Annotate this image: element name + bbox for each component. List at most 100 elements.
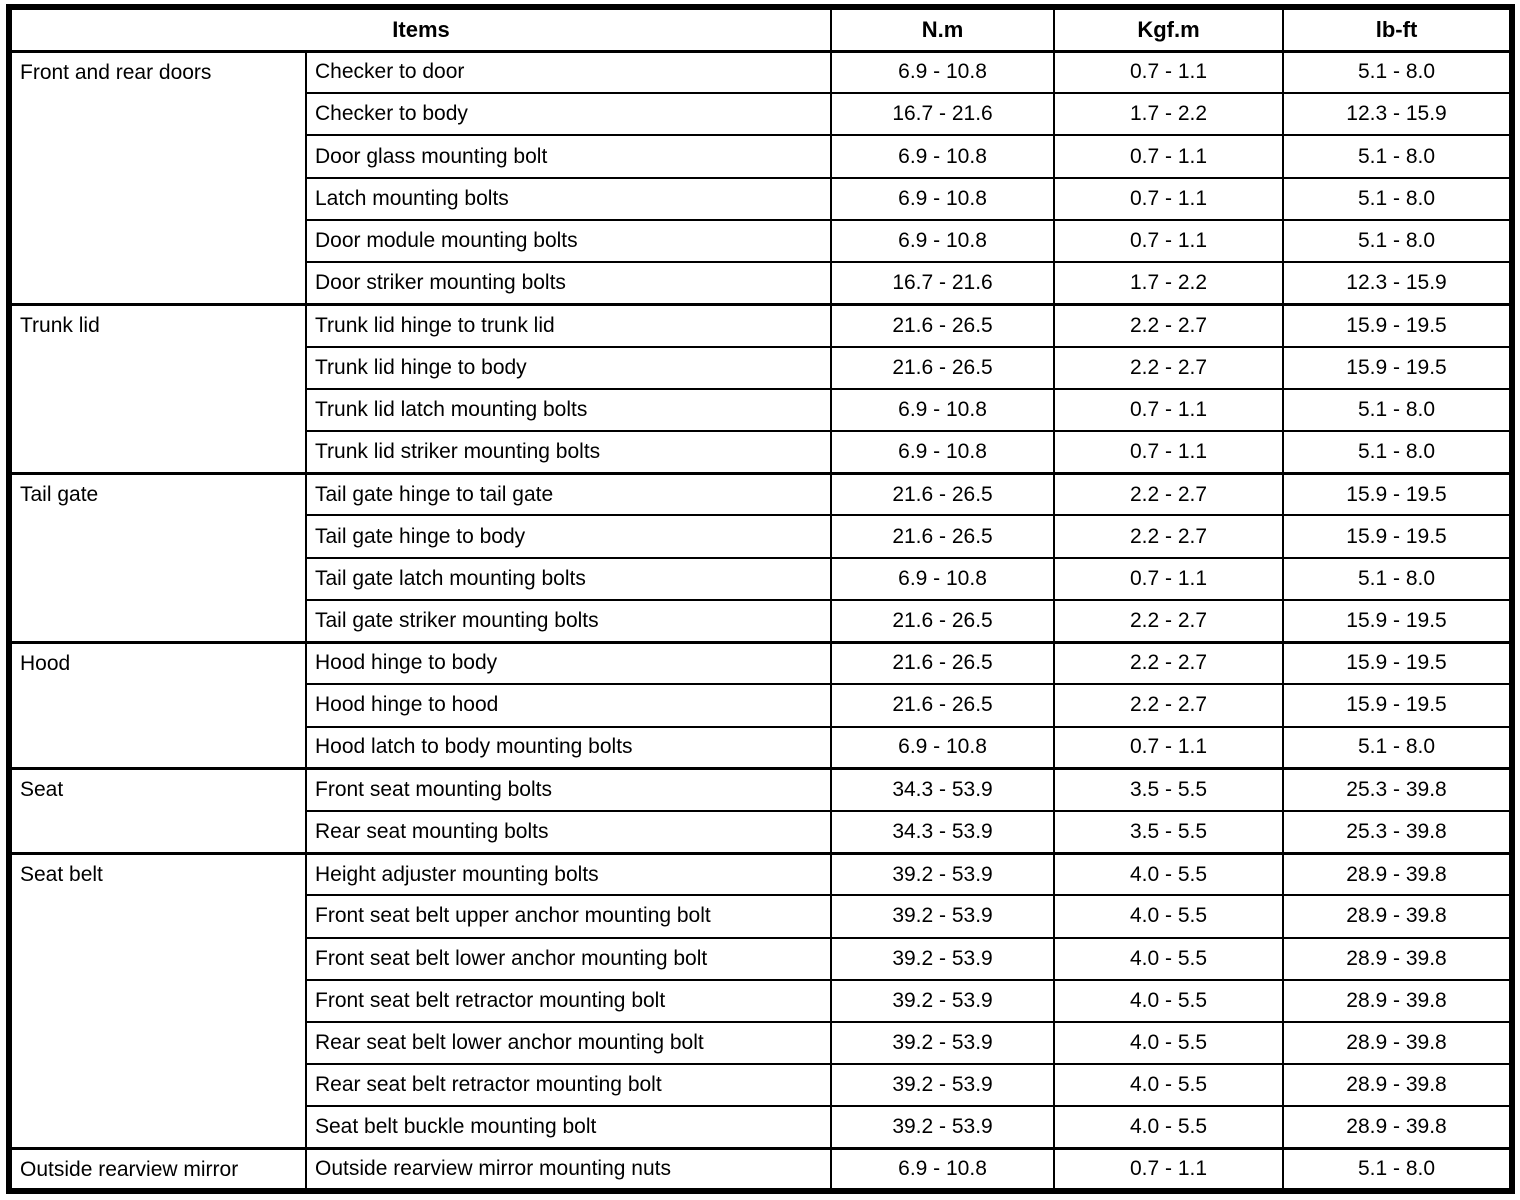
nm-value-cell: 6.9 - 10.8 [830,134,1056,179]
nm-value-cell: 16.7 - 21.6 [830,261,1056,306]
item-cell: Tail gate striker mounting bolts [304,598,833,644]
category-cell: Outside rearview mirror [8,1147,307,1193]
nm-value-cell: 6.9 - 10.8 [830,556,1056,601]
category-cell: Hood [8,640,307,770]
item-cell: Tail gate hinge to tail gate [304,471,833,517]
nm-value-cell: 39.2 - 53.9 [830,1021,1056,1066]
item-cell: Rear seat mounting bolts [304,809,833,855]
item-cell: Hood hinge to hood [304,683,833,728]
lbft-value-cell: 15.9 - 19.5 [1282,302,1513,348]
item-cell: Tail gate latch mounting bolts [304,556,833,601]
kgfm-value-cell: 0.7 - 1.1 [1053,176,1285,221]
item-cell: Hood hinge to body [304,640,833,686]
lbft-value-cell: 15.9 - 19.5 [1282,514,1513,559]
kgfm-value-cell: 1.7 - 2.2 [1053,261,1285,306]
lbft-value-cell: 5.1 - 8.0 [1282,387,1513,432]
nm-value-cell: 21.6 - 26.5 [830,598,1056,644]
table-row: Tail gate latch mounting bolts 6.9 - 10.8… [9,556,1513,601]
nm-value-cell: 39.2 - 53.9 [830,936,1056,981]
table-row: Trunk lid striker mounting bolts 6.9 - 10… [9,429,1513,475]
table-row: Front seat belt upper anchor mounting bo… [9,894,1513,939]
nm-value-cell: 21.6 - 26.5 [830,471,1056,517]
table-row: Latch mounting bolts 6.9 - 10.8 0.7 - 1.1 5… [9,176,1513,221]
nm-value-cell: 21.6 - 26.5 [830,640,1056,686]
lbft-value-cell: 5.1 - 8.0 [1282,134,1513,179]
table-row: Front and rear doors Checker to door 6.9 -… [8,49,1513,306]
nm-value-cell: 6.9 - 10.8 [830,387,1056,432]
category-cell: Trunk lid [8,302,307,475]
nm-value-cell: 21.6 - 26.5 [830,514,1056,559]
col-header-kgfm: Kgf.m [1053,6,1285,52]
table-row: Rear seat belt lower anchor mounting bol… [9,1021,1513,1066]
table-row: Front seat belt lower anchor mounting bo… [9,936,1513,981]
lbft-value-cell: 28.9 - 39.8 [1282,1021,1513,1066]
item-cell: Front seat belt upper anchor mounting bo… [304,894,833,939]
item-cell: Outside rearview mirror mounting nuts [304,1147,833,1193]
col-header-nm: N.m [830,6,1056,52]
item-cell: Checker to door [304,49,833,95]
lbft-value-cell: 25.3 - 39.8 [1282,767,1513,812]
kgfm-value-cell: 4.0 - 5.5 [1053,894,1285,939]
category-cell: Seat belt [8,851,307,1150]
lbft-value-cell: 5.1 - 8.0 [1282,1147,1513,1193]
item-cell: Seat belt buckle mounting bolt [304,1105,833,1150]
item-cell: Tail gate hinge to body [304,514,833,559]
item-cell: Hood latch to body mounting bolts [304,725,833,770]
kgfm-value-cell: 2.2 - 2.7 [1053,471,1285,517]
nm-value-cell: 6.9 - 10.8 [830,218,1056,264]
kgfm-value-cell: 2.2 - 2.7 [1053,345,1285,390]
table-row: Tail gate hinge to body 21.6 - 26.5 2.2 - … [9,514,1513,559]
kgfm-value-cell: 4.0 - 5.5 [1053,851,1285,897]
nm-value-cell: 39.2 - 53.9 [830,978,1056,1024]
item-cell: Trunk lid striker mounting bolts [304,429,833,475]
lbft-value-cell: 5.1 - 8.0 [1282,725,1513,770]
table-row: Door striker mounting bolts 16.7 - 21.6 1.… [9,261,1513,306]
item-cell: Trunk lid hinge to body [304,345,833,390]
table-row: Door module mounting bolts 6.9 - 10.8 0.7 … [9,218,1513,264]
lbft-value-cell: 5.1 - 8.0 [1282,556,1513,601]
kgfm-value-cell: 4.0 - 5.5 [1053,1063,1285,1108]
nm-value-cell: 39.2 - 53.9 [830,1105,1056,1150]
lbft-value-cell: 5.1 - 8.0 [1282,176,1513,221]
table-row: Hood latch to body mounting bolts 6.9 - 1… [9,725,1513,770]
header-row: Items N.m Kgf.m lb-ft [7,6,1513,52]
col-header-items: Items [7,6,833,52]
item-cell: Front seat belt retractor mounting bolt [304,978,833,1024]
lbft-value-cell: 25.3 - 39.8 [1282,809,1513,855]
table-row: Outside rearview mirror Outside rearview … [8,1147,1513,1193]
lbft-value-cell: 5.1 - 8.0 [1282,218,1513,264]
kgfm-value-cell: 3.5 - 5.5 [1053,767,1285,812]
table-row: Rear seat belt retractor mounting bolt 39… [9,1063,1513,1108]
lbft-value-cell: 28.9 - 39.8 [1282,936,1513,981]
lbft-value-cell: 5.1 - 8.0 [1282,429,1513,475]
lbft-value-cell: 15.9 - 19.5 [1282,683,1513,728]
table-row: Trunk lid latch mounting bolts 6.9 - 10.8… [9,387,1513,432]
kgfm-value-cell: 4.0 - 5.5 [1053,978,1285,1024]
lbft-value-cell: 15.9 - 19.5 [1282,471,1513,517]
lbft-value-cell: 15.9 - 19.5 [1282,640,1513,686]
kgfm-value-cell: 0.7 - 1.1 [1053,49,1285,95]
kgfm-value-cell: 0.7 - 1.1 [1053,1147,1285,1193]
table-row: Door glass mounting bolt 6.9 - 10.8 0.7 - … [9,134,1513,179]
nm-value-cell: 21.6 - 26.5 [830,345,1056,390]
kgfm-value-cell: 0.7 - 1.1 [1053,218,1285,264]
item-cell: Front seat belt lower anchor mounting bo… [304,936,833,981]
item-cell: Rear seat belt retractor mounting bolt [304,1063,833,1108]
category-cell: Tail gate [8,471,307,644]
kgfm-value-cell: 2.2 - 2.7 [1053,598,1285,644]
col-header-lbft: lb-ft [1282,6,1513,52]
nm-value-cell: 21.6 - 26.5 [830,302,1056,348]
kgfm-value-cell: 0.7 - 1.1 [1053,556,1285,601]
item-cell: Height adjuster mounting bolts [304,851,833,897]
kgfm-value-cell: 4.0 - 5.5 [1053,1105,1285,1150]
kgfm-value-cell: 2.2 - 2.7 [1053,640,1285,686]
item-cell: Checker to body [304,92,833,137]
lbft-value-cell: 12.3 - 15.9 [1282,92,1513,137]
item-cell: Front seat mounting bolts [304,767,833,812]
kgfm-value-cell: 0.7 - 1.1 [1053,387,1285,432]
kgfm-value-cell: 2.2 - 2.7 [1053,683,1285,728]
torque-spec-table: Items N.m Kgf.m lb-ft Front and rear doo… [6,4,1515,1194]
category-cell: Front and rear doors [8,49,307,306]
lbft-value-cell: 28.9 - 39.8 [1282,978,1513,1024]
item-cell: Latch mounting bolts [304,176,833,221]
